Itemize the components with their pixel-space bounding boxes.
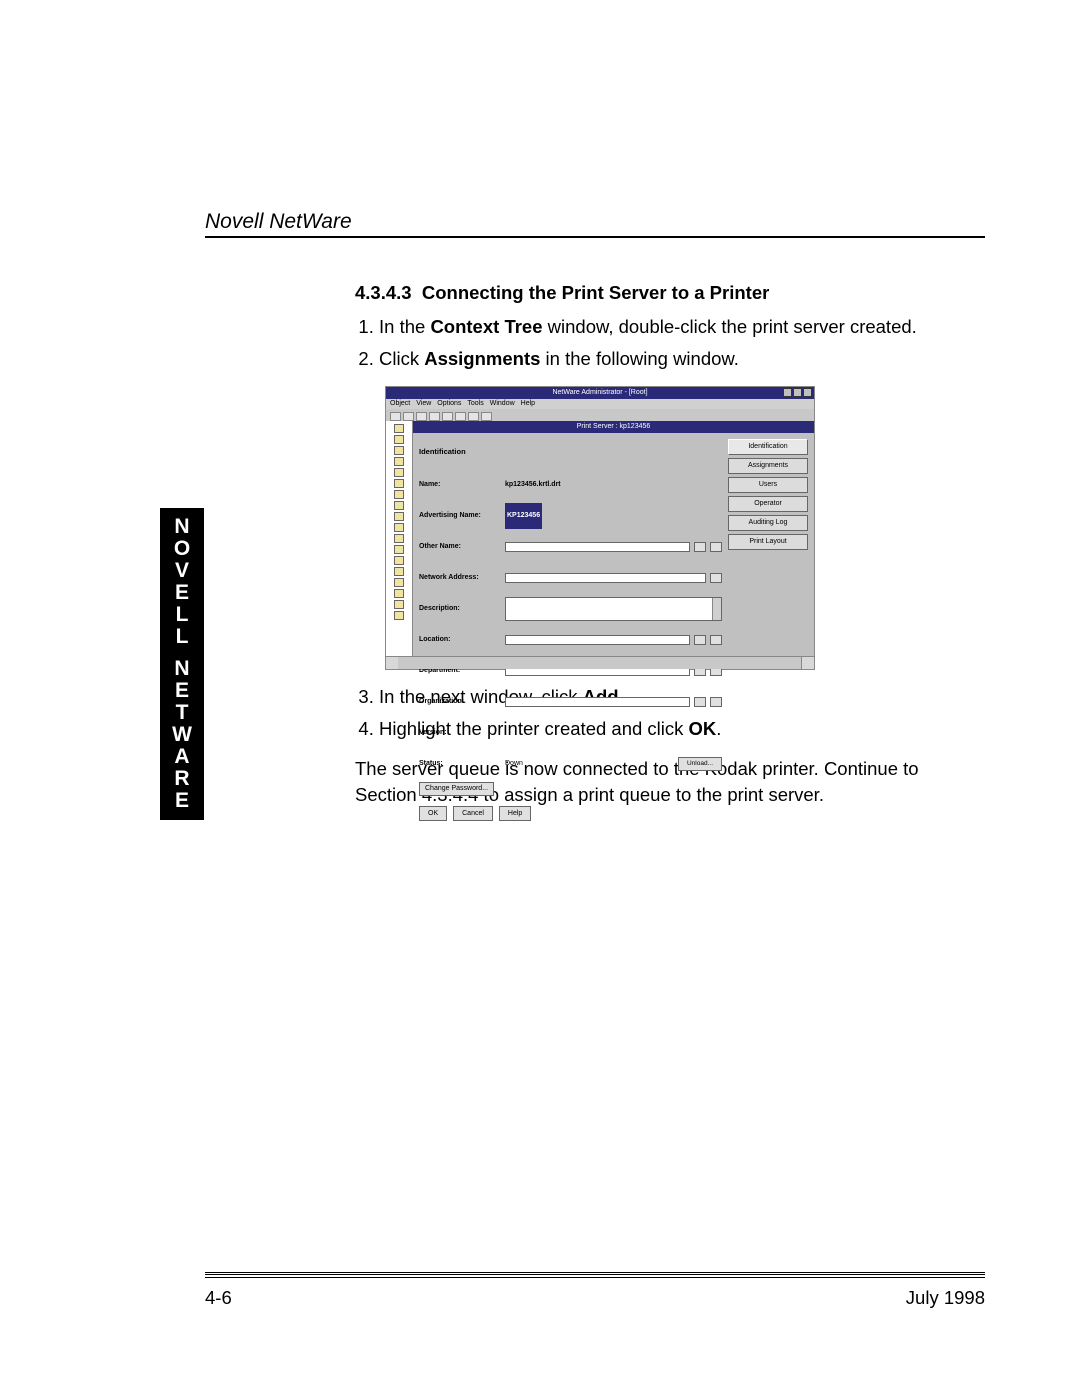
ok-button[interactable]: OK — [419, 806, 447, 821]
screenshot-figure: NetWare Administrator - [Root] Object Vi… — [385, 386, 815, 670]
side-tab-word2: N E T W A R E — [160, 658, 204, 812]
tree-icon[interactable] — [394, 556, 404, 565]
dialog-body: Identification Name: kp123456.krtl.drt A… — [413, 433, 814, 802]
tree-icon[interactable] — [394, 490, 404, 499]
window-buttons — [783, 388, 812, 397]
list-icon[interactable] — [710, 697, 722, 707]
toolbar-icon[interactable] — [468, 412, 479, 421]
form-heading: Identification — [419, 439, 722, 465]
app-body: Print Server : kp123456 Identification N… — [386, 421, 814, 657]
side-tab-word1: N O V E L L — [160, 516, 204, 648]
tree-icon[interactable] — [394, 501, 404, 510]
page-number: 4-6 — [205, 1287, 232, 1309]
list-icon[interactable] — [710, 635, 722, 645]
help-button[interactable]: Help — [499, 806, 531, 821]
tree-icon[interactable] — [394, 468, 404, 477]
tree-icon[interactable] — [394, 545, 404, 554]
list-icon[interactable] — [710, 542, 722, 552]
advertising-name-field[interactable]: KP123456 — [505, 503, 542, 529]
tree-icon[interactable] — [394, 567, 404, 576]
version-row: Version: — [419, 720, 722, 746]
running-header: Novell NetWare — [205, 210, 352, 234]
ellipsis-icon[interactable] — [694, 635, 706, 645]
footer-rule — [205, 1272, 985, 1279]
other-name-row: Other Name: — [419, 534, 722, 560]
document-page: Novell NetWare N O V E L L N E T W A R E… — [0, 0, 1080, 1397]
advertising-row: Advertising Name: KP123456 — [419, 503, 722, 529]
cancel-button[interactable]: Cancel — [453, 806, 493, 821]
maximize-icon[interactable] — [793, 388, 802, 397]
description-row: Description: — [419, 596, 722, 622]
network-addr-row: Network Address: — [419, 565, 722, 591]
organization-row: Organization: — [419, 689, 722, 715]
tree-icon[interactable] — [394, 589, 404, 598]
tree-icon[interactable] — [394, 446, 404, 455]
tree-icon[interactable] — [394, 512, 404, 521]
toolbar-icon[interactable] — [481, 412, 492, 421]
ellipsis-icon[interactable] — [694, 542, 706, 552]
toolbar-icon[interactable] — [455, 412, 466, 421]
toolbar-icon[interactable] — [442, 412, 453, 421]
minimize-icon[interactable] — [783, 388, 792, 397]
dialog-titlebar: Print Server : kp123456 — [413, 421, 814, 433]
app-statusbar — [386, 656, 814, 669]
step-1: In the Context Tree window, double-click… — [379, 314, 985, 340]
tree-icon[interactable] — [394, 611, 404, 620]
tree-icon[interactable] — [394, 479, 404, 488]
organization-field[interactable] — [505, 697, 690, 707]
step-list-a: In the Context Tree window, double-click… — [355, 314, 985, 372]
tree-icon[interactable] — [394, 534, 404, 543]
location-row: Location: — [419, 627, 722, 653]
description-field[interactable] — [505, 597, 722, 621]
toolbar-icon[interactable] — [403, 412, 414, 421]
dialog-pane: Print Server : kp123456 Identification N… — [413, 421, 814, 657]
section-heading: 4.3.4.3 Connecting the Print Server to a… — [355, 280, 985, 306]
tree-icon[interactable] — [394, 578, 404, 587]
dialog-button-row: OK Cancel Help — [413, 802, 814, 825]
status-row: Status: Down Unload... — [419, 751, 722, 777]
name-row: Name: kp123456.krtl.drt — [419, 472, 722, 498]
context-tree-pane[interactable] — [386, 421, 413, 657]
app-titlebar: NetWare Administrator - [Root] — [386, 387, 814, 399]
dialog-side-tabs: Identification Assignments Users Operato… — [728, 439, 808, 796]
tree-icon[interactable] — [394, 424, 404, 433]
close-icon[interactable] — [803, 388, 812, 397]
content-body: 4.3.4.3 Connecting the Print Server to a… — [355, 280, 985, 808]
tree-icon[interactable] — [394, 600, 404, 609]
footer-date: July 1998 — [906, 1287, 985, 1309]
tree-icon[interactable] — [394, 523, 404, 532]
tab-print-layout[interactable]: Print Layout — [728, 534, 808, 550]
unload-button[interactable]: Unload... — [678, 757, 722, 771]
toolbar-icon[interactable] — [416, 412, 427, 421]
ellipsis-icon[interactable] — [694, 697, 706, 707]
location-field[interactable] — [505, 635, 690, 645]
section-side-tab: N O V E L L N E T W A R E — [160, 508, 204, 820]
change-password-button[interactable]: Change Password... — [419, 782, 494, 796]
toolbar-icon[interactable] — [429, 412, 440, 421]
toolbar-icon[interactable] — [390, 412, 401, 421]
ellipsis-icon[interactable] — [710, 573, 722, 583]
header-rule — [205, 236, 985, 238]
identification-form: Identification Name: kp123456.krtl.drt A… — [419, 439, 722, 796]
tree-icon[interactable] — [394, 435, 404, 444]
other-name-field[interactable] — [505, 542, 690, 552]
step-2: Click Assignments in the following windo… — [379, 346, 985, 372]
tree-icon[interactable] — [394, 457, 404, 466]
network-addr-field[interactable] — [505, 573, 706, 583]
